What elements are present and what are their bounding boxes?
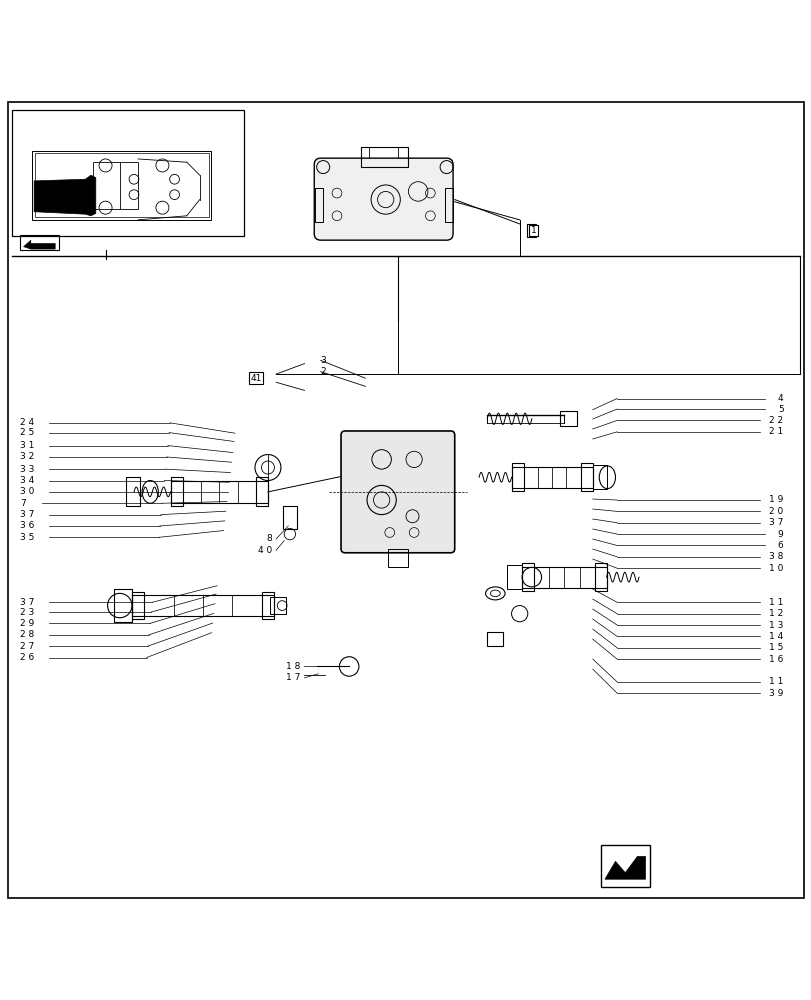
Text: 3 0: 3 0: [20, 487, 35, 496]
Text: 3 6: 3 6: [20, 521, 35, 530]
Bar: [131, 595, 274, 616]
Text: 3 7: 3 7: [20, 598, 35, 607]
Text: 2 6: 2 6: [20, 653, 35, 662]
Bar: [20, 235, 59, 250]
Text: 9: 9: [777, 530, 783, 539]
Bar: [35, 153, 208, 217]
Bar: [315, 188, 323, 222]
Text: 4 0: 4 0: [257, 546, 272, 555]
Text: 2 8: 2 8: [20, 630, 35, 639]
Bar: [255, 477, 268, 506]
Text: 3 3: 3 3: [20, 465, 35, 474]
Bar: [594, 563, 606, 591]
Bar: [511, 467, 592, 488]
Text: 3 5: 3 5: [20, 533, 35, 542]
Polygon shape: [24, 240, 55, 249]
Text: 41: 41: [250, 374, 261, 383]
Text: 2 1: 2 1: [768, 427, 783, 436]
Text: 6: 6: [777, 541, 783, 550]
Text: 1 2: 1 2: [768, 609, 783, 618]
Bar: [388, 549, 407, 567]
Text: 1: 1: [530, 226, 536, 235]
Text: 1 1: 1 1: [768, 677, 783, 686]
Text: 3 8: 3 8: [768, 552, 783, 561]
Bar: [12, 110, 243, 236]
Bar: [114, 589, 131, 622]
Bar: [32, 151, 211, 220]
Text: 3: 3: [320, 356, 326, 365]
Polygon shape: [34, 175, 96, 216]
Bar: [170, 481, 268, 503]
Bar: [580, 463, 592, 491]
Bar: [131, 592, 144, 619]
Text: 8: 8: [266, 534, 272, 543]
Text: 1 9: 1 9: [768, 495, 783, 504]
Text: 1: 1: [528, 225, 534, 235]
Bar: [261, 592, 274, 619]
Bar: [521, 563, 534, 591]
Bar: [507, 565, 521, 589]
Text: 1 6: 1 6: [768, 655, 783, 664]
Text: 1 8: 1 8: [285, 662, 300, 671]
Text: 2 7: 2 7: [20, 642, 35, 651]
Bar: [592, 465, 607, 489]
Bar: [487, 632, 503, 646]
Bar: [600, 845, 649, 887]
Bar: [282, 506, 297, 529]
Text: 2 0: 2 0: [768, 507, 783, 516]
Text: 3 7: 3 7: [768, 518, 783, 527]
Bar: [126, 477, 140, 506]
Text: 3 1: 3 1: [20, 441, 35, 450]
Text: 3 4: 3 4: [20, 476, 35, 485]
Bar: [521, 567, 606, 588]
Text: 1 7: 1 7: [285, 673, 300, 682]
Text: 7: 7: [20, 499, 26, 508]
Text: 2 4: 2 4: [20, 418, 34, 427]
Text: 1 0: 1 0: [768, 564, 783, 573]
Bar: [170, 477, 182, 506]
Text: 1 1: 1 1: [768, 598, 783, 607]
Text: 4: 4: [777, 394, 783, 403]
Text: 2 5: 2 5: [20, 428, 35, 437]
Text: 2 9: 2 9: [20, 619, 35, 628]
Text: 2: 2: [320, 367, 326, 376]
Text: 3 9: 3 9: [768, 689, 783, 698]
Text: 5: 5: [777, 405, 783, 414]
Bar: [361, 147, 408, 167]
Text: 3 2: 3 2: [20, 452, 35, 461]
Text: 1 3: 1 3: [768, 621, 783, 630]
Bar: [444, 188, 453, 222]
FancyBboxPatch shape: [314, 158, 453, 240]
Polygon shape: [604, 856, 645, 879]
Bar: [269, 597, 286, 614]
Text: 1 5: 1 5: [768, 643, 783, 652]
Bar: [93, 162, 138, 209]
Bar: [560, 411, 576, 426]
Text: 2 3: 2 3: [20, 608, 35, 617]
FancyBboxPatch shape: [341, 431, 454, 553]
Text: 3 7: 3 7: [20, 510, 35, 519]
Text: 1 4: 1 4: [768, 632, 783, 641]
Bar: [511, 463, 523, 491]
Bar: [331, 174, 436, 224]
Text: 2 2: 2 2: [769, 416, 783, 425]
